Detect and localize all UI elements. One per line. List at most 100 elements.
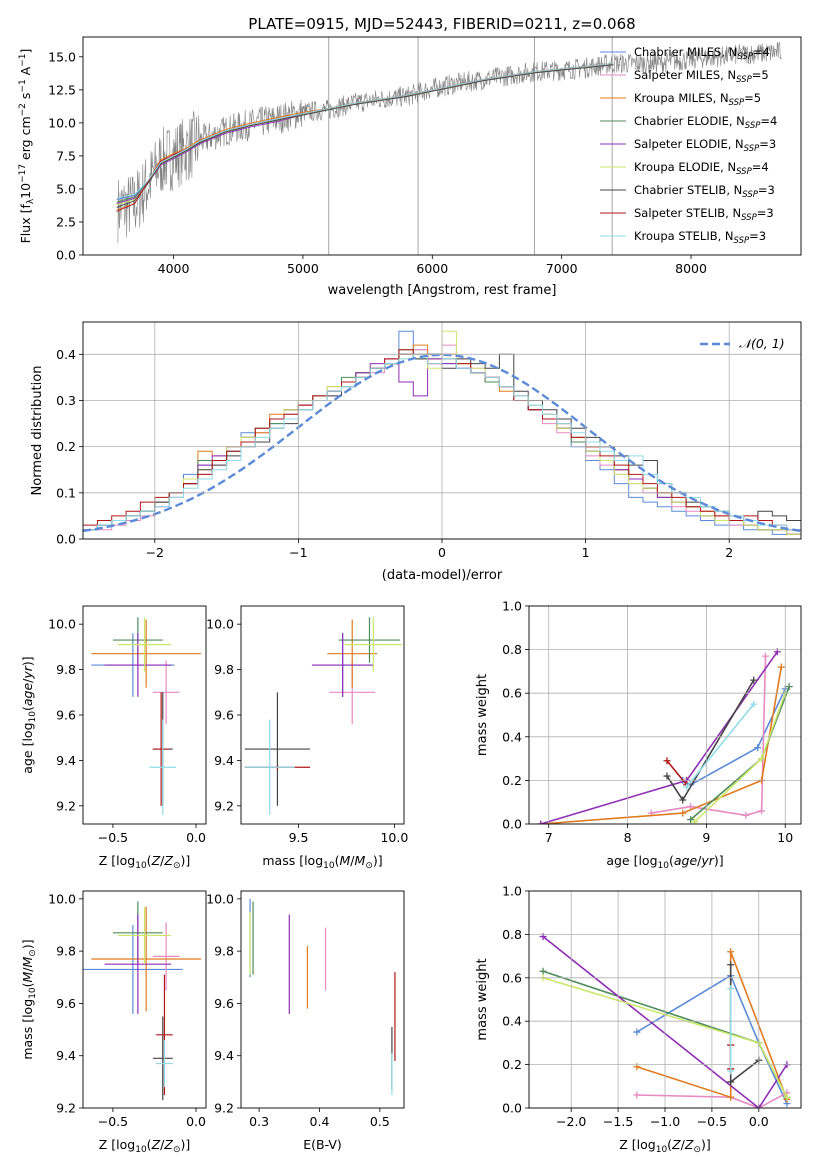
label-part: SSP	[736, 167, 752, 177]
label-part: A	[18, 66, 33, 79]
label-part: erg cm	[18, 116, 33, 164]
weight-marker	[727, 1093, 735, 1101]
label-part: 10	[656, 1145, 668, 1155]
legend-label: Salpeter MILES, NSSP=5	[634, 68, 769, 85]
axes-frame	[240, 605, 405, 825]
y-tick-label: 0.0	[56, 248, 76, 263]
label-part: /	[350, 853, 355, 868]
y-tick-label: 9.8	[214, 662, 234, 677]
weight-marker	[750, 676, 758, 684]
label-part: Chabrier STELIB, N	[634, 183, 742, 197]
axes-frame	[82, 605, 207, 825]
axes-frame	[528, 605, 802, 825]
weight-marker	[683, 783, 691, 791]
weight-marker	[687, 816, 695, 824]
plot-area	[249, 898, 396, 1095]
axes-frame	[82, 36, 802, 256]
label-part: age [log	[606, 853, 657, 868]
label-part: (	[667, 1137, 672, 1152]
x-axis-label: E(B-V)	[303, 1137, 342, 1152]
weight-line	[636, 974, 788, 1105]
label-part: M	[20, 972, 35, 983]
y-tick-label: 0.0	[502, 1101, 522, 1116]
y-tick-label: 10.0	[206, 617, 234, 632]
axes-frame	[528, 890, 802, 1109]
y-tick-label: 15.0	[48, 49, 76, 64]
y-tick-label: 9.4	[56, 753, 76, 768]
x-tick-label: 0.0	[186, 830, 206, 845]
label-part: 10	[323, 861, 335, 871]
y-tick-label: 9.8	[56, 944, 76, 959]
label-part: /	[160, 853, 165, 868]
y-tick-label: 9.4	[56, 1048, 76, 1063]
y-tick-label: 9.6	[56, 996, 76, 1011]
label-part: age	[20, 683, 35, 707]
label-part: 10	[135, 1145, 147, 1155]
weight-line	[651, 656, 767, 817]
x-tick-label: −0.5	[98, 1114, 128, 1129]
weight-marker	[633, 1091, 641, 1099]
y-tick-label: 0.4	[502, 1014, 522, 1029]
label-part: Z [log	[99, 853, 135, 868]
label-part: SSP	[745, 121, 761, 131]
axes-mass_vs_Z: −0.5 0.09.29.49.69.810.0Z [log10(Z/Z⊙)]ma…	[20, 890, 207, 1155]
error-bar-point	[344, 617, 403, 672]
weight-marker	[783, 1093, 791, 1101]
legend-label: Salpeter STELIB, NSSP=3	[634, 206, 774, 223]
label-part: Salpeter ELODIE, N	[634, 137, 744, 151]
y-tick-label: 2.5	[56, 214, 76, 229]
error-bar-point	[117, 617, 172, 672]
x-tick-label: −0.5	[98, 830, 128, 845]
error-bar-point	[152, 692, 170, 806]
x-tick-label: −1.0	[650, 1114, 680, 1129]
label-part: mass [log	[262, 853, 323, 868]
weight-marker	[727, 1067, 735, 1075]
weight-marker	[785, 683, 793, 691]
model-line	[116, 62, 614, 199]
label-part: )]	[180, 853, 190, 868]
label-part: yr	[700, 853, 714, 868]
label-part: SSP	[742, 190, 758, 200]
label-part: )]	[373, 853, 383, 868]
weight-marker	[687, 803, 695, 811]
label-part: SSP	[734, 236, 750, 246]
label-part: 10	[18, 183, 33, 199]
y-tick-label: 10.0	[206, 891, 234, 906]
y-tick-label: 10.0	[48, 891, 76, 906]
x-tick-label: 0.0	[749, 1114, 769, 1129]
error-bar-point	[117, 906, 172, 965]
label-part: 10	[135, 861, 147, 871]
label-part: (	[147, 853, 152, 868]
label-part: SSP	[729, 98, 745, 108]
label-part: Chabrier ELODIE, N	[634, 114, 745, 128]
y-tick-label: 9.4	[214, 753, 234, 768]
axes-residuals: −2 −1 0 1 2 0.0 0.1 0.2 0.3 0.4 𝒩(0, 1) (data-model…	[30, 321, 802, 583]
x-tick-label: 9	[702, 830, 710, 845]
label-part: =4	[753, 45, 770, 59]
x-tick-label: 8	[624, 830, 632, 845]
y-tick-label: 9.8	[56, 662, 76, 677]
x-tick-label: 0.4	[310, 1114, 330, 1129]
y-axis-label: mass weight	[475, 958, 490, 1040]
plot-area	[537, 648, 793, 824]
x-axis-label: Z [log10(Z/Z⊙)]	[99, 1137, 191, 1155]
error-bar-point	[311, 633, 374, 697]
weight-marker	[691, 818, 699, 824]
label-part: M	[20, 956, 35, 967]
legend-label: Kroupa STELIB, NSSP=3	[634, 229, 766, 246]
x-tick-label: 0.0	[186, 1114, 206, 1129]
error-bar-point	[83, 924, 183, 1014]
y-axis-label: mass [log10(M/M⊙)]	[20, 939, 38, 1059]
y-tick-label: 9.6	[56, 708, 76, 723]
label-part: age	[674, 853, 698, 868]
weight-marker	[727, 961, 735, 969]
label-part: /	[20, 967, 35, 972]
label-part: age [log	[20, 722, 35, 773]
weight-marker	[750, 700, 758, 708]
y-tick-label: 0.3	[56, 393, 76, 408]
weight-marker	[663, 757, 671, 765]
legend-label: Chabrier STELIB, NSSP=3	[634, 183, 775, 200]
plot-area	[116, 37, 782, 255]
y-tick-label: 9.2	[214, 1101, 234, 1116]
error-bar-point	[152, 660, 180, 725]
